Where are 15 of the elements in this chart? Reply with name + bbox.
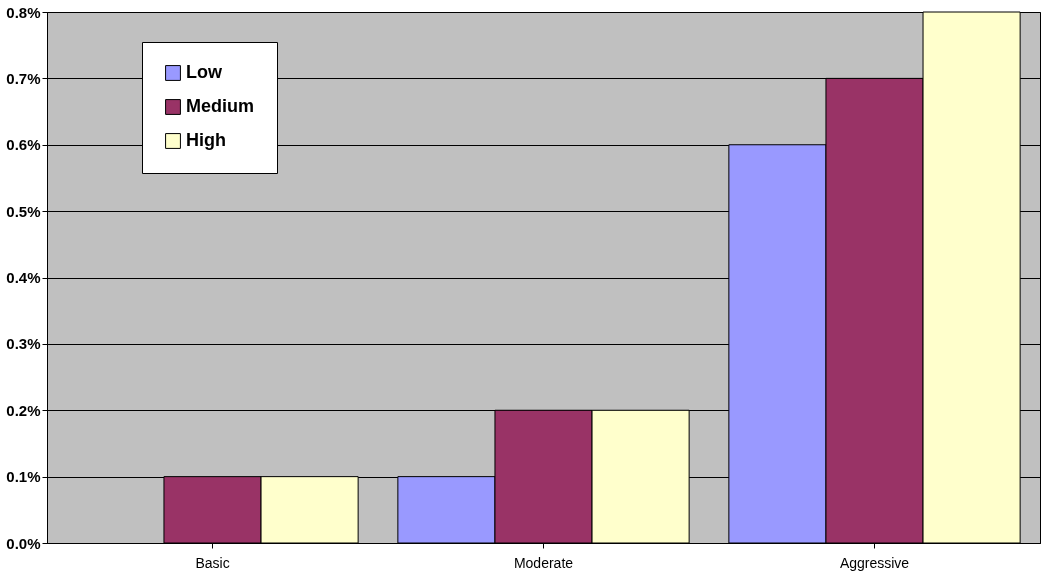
legend-label: High [186, 130, 226, 150]
x-tick-label: Moderate [513, 554, 574, 571]
y-tick-label: 0.1% [6, 468, 41, 486]
x-tick-label: Basic [195, 554, 230, 571]
legend-label: Medium [186, 96, 255, 116]
y-tick-label: 0.6% [6, 136, 41, 154]
y-tick-label: 0.2% [6, 401, 41, 419]
y-tick-label: 0.0% [6, 534, 41, 552]
y-tick-label: 0.5% [6, 202, 41, 220]
y-tick-label: 0.4% [6, 269, 41, 286]
y-tick-label: 0.7% [6, 69, 41, 87]
y-tick-label: 0.3% [6, 335, 41, 353]
x-tick-label: Aggressive [839, 554, 910, 571]
legend-label: Low [186, 62, 223, 82]
y-tick-label: 0.8% [6, 3, 41, 21]
